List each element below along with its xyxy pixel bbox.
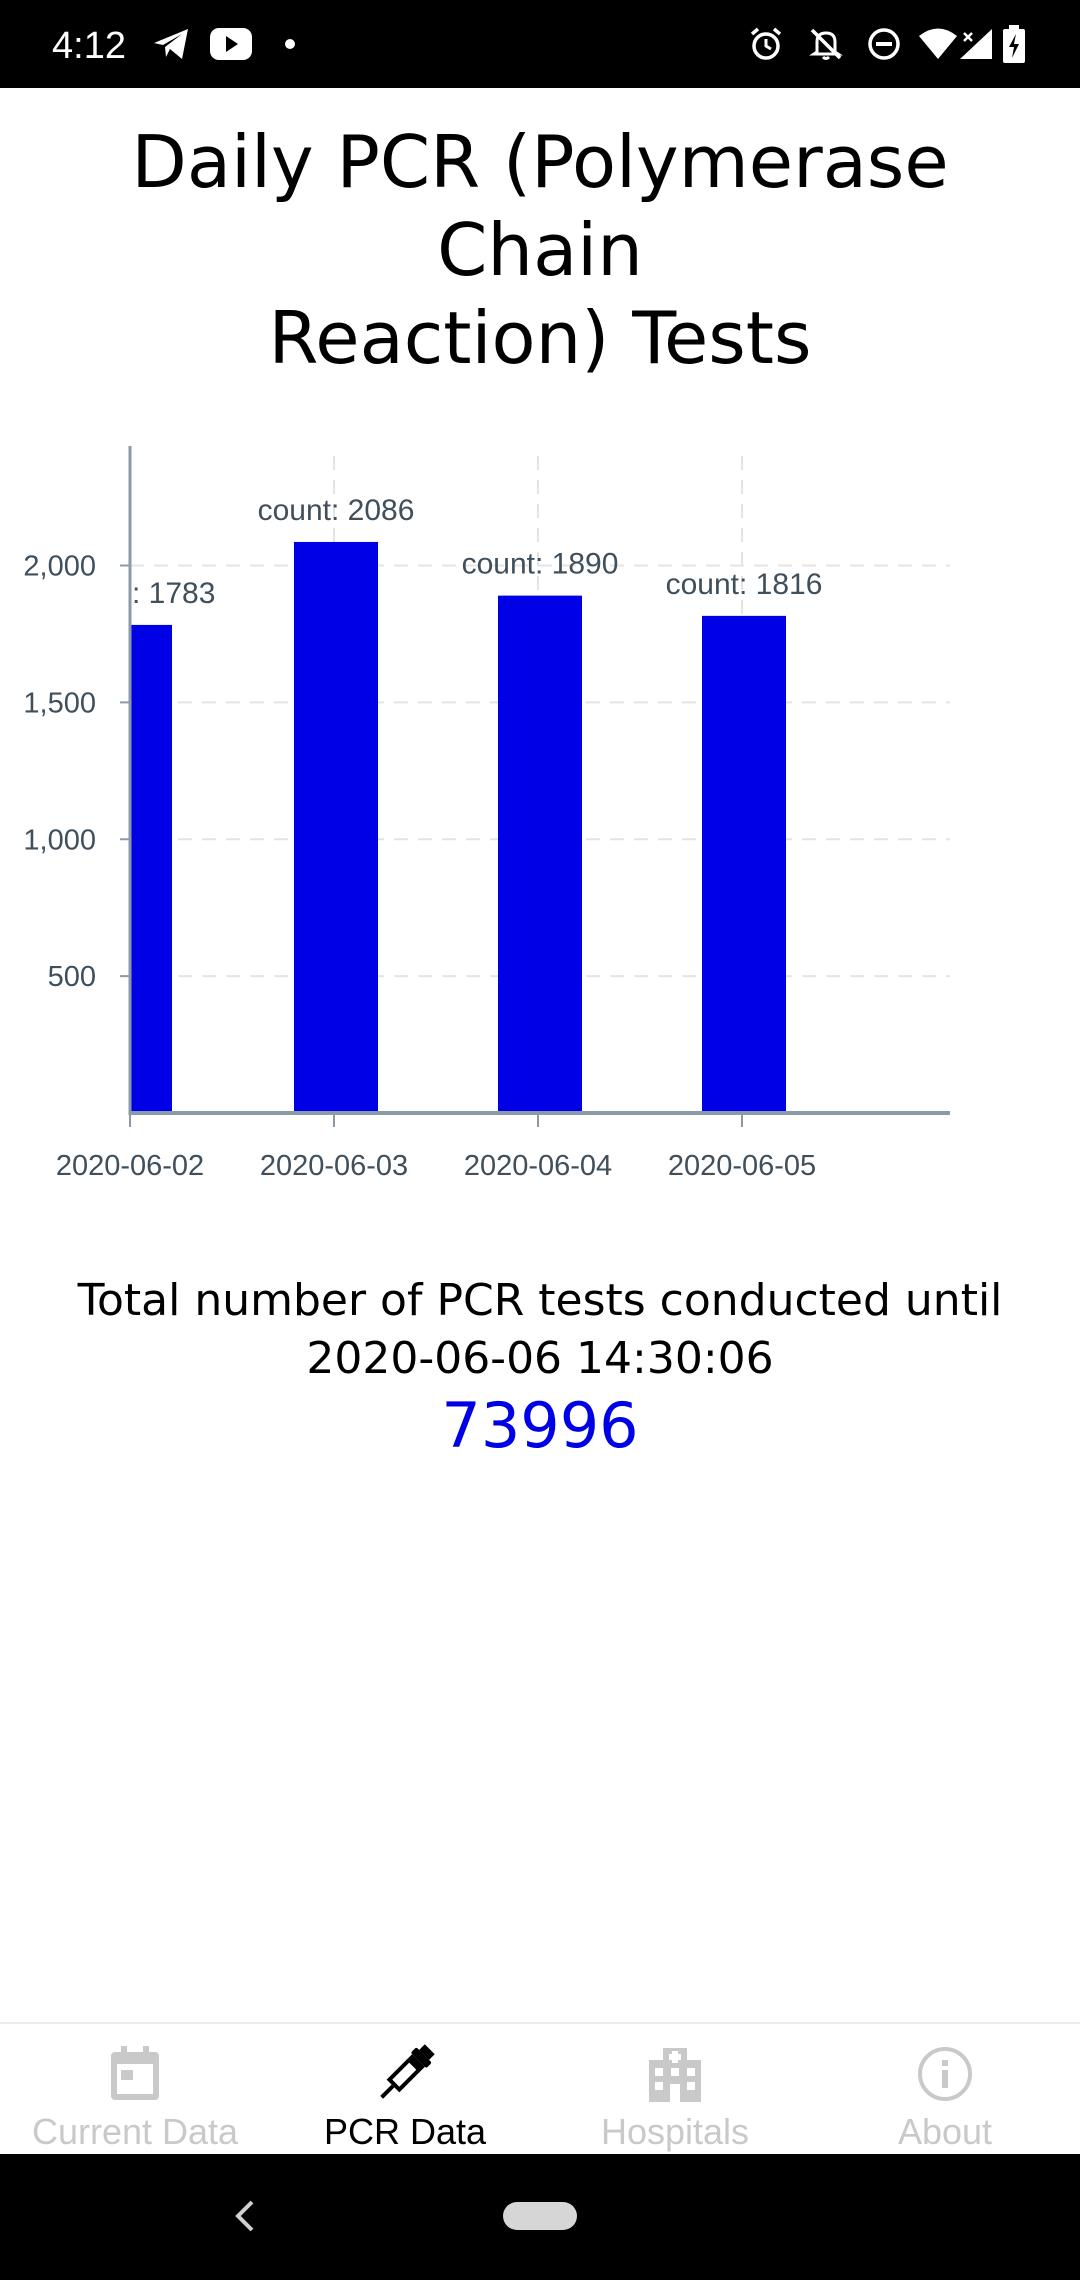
status-bar: 4:12 [0, 0, 1080, 88]
tab-pcr-data-label: PCR Data [323, 2111, 487, 2152]
tab-about-label: About [897, 2111, 993, 2152]
signal-icon [958, 0, 994, 88]
tab-hospitals-label: Hospitals [600, 2111, 750, 2152]
bar-data-label: : 1783 [132, 577, 215, 610]
total-tests-label-line1: Total number of PCR tests conducted unti… [77, 1275, 1003, 1326]
x-tick-label: 2020-06-05 [668, 1150, 816, 1182]
syringe-icon [270, 2036, 540, 2112]
bottom-tab-bar: Current Data PCR Data Hospitals About [0, 2022, 1080, 2156]
status-time: 4:12 [52, 25, 126, 67]
page-title-line1: Daily PCR (Polymerase Chain [131, 120, 949, 292]
bar [498, 595, 582, 1113]
bar-data-label: count: 2086 [258, 494, 415, 527]
bar [130, 624, 172, 1113]
bar-data-label: count: 1816 [666, 568, 823, 601]
x-tick-label: 2020-06-02 [56, 1150, 204, 1182]
total-tests-value: 73996 [441, 1389, 639, 1462]
hospital-icon [540, 2036, 810, 2112]
dot-icon [284, 0, 296, 88]
battery-charging-icon [1002, 0, 1026, 88]
y-tick-label: 2,000 [23, 551, 96, 583]
y-tick-label: 500 [48, 961, 96, 993]
total-tests-label: Total number of PCR tests conducted unti… [60, 1272, 1020, 1388]
bar [702, 615, 786, 1113]
page-title: Daily PCR (Polymerase Chain Reaction) Te… [20, 118, 1060, 382]
home-pill[interactable] [503, 2202, 577, 2230]
notifications-off-icon [808, 0, 844, 88]
youtube-icon [210, 0, 252, 88]
info-icon [810, 2036, 1080, 2112]
bar-data-label: count: 1890 [462, 548, 619, 581]
tab-current-data[interactable]: Current Data [0, 2024, 270, 2156]
tab-hospitals[interactable]: Hospitals [540, 2024, 810, 2156]
back-icon[interactable] [224, 2190, 264, 2242]
telegram-icon [152, 0, 190, 88]
y-tick-label: 1,000 [23, 824, 96, 856]
bar [294, 541, 378, 1113]
tab-pcr-data[interactable]: PCR Data [270, 2024, 540, 2156]
daily-pcr-bar-chart: 500 1,000 1,500 2,000 : 1783 count: 2086 count… [23, 446, 950, 1182]
total-tests-timestamp: 2020-06-06 14:30:06 [306, 1333, 774, 1384]
y-tick-label: 1,500 [23, 687, 96, 719]
alarm-icon [748, 0, 784, 88]
tab-about[interactable]: About [810, 2024, 1080, 2156]
x-tick-label: 2020-06-04 [464, 1150, 612, 1182]
calendar-icon [0, 2036, 270, 2112]
page-title-line2: Reaction) Tests [268, 296, 812, 380]
do-not-disturb-icon [866, 0, 902, 88]
x-tick-label: 2020-06-03 [260, 1150, 408, 1182]
tab-current-data-label: Current Data [31, 2111, 239, 2152]
wifi-icon [918, 0, 958, 88]
